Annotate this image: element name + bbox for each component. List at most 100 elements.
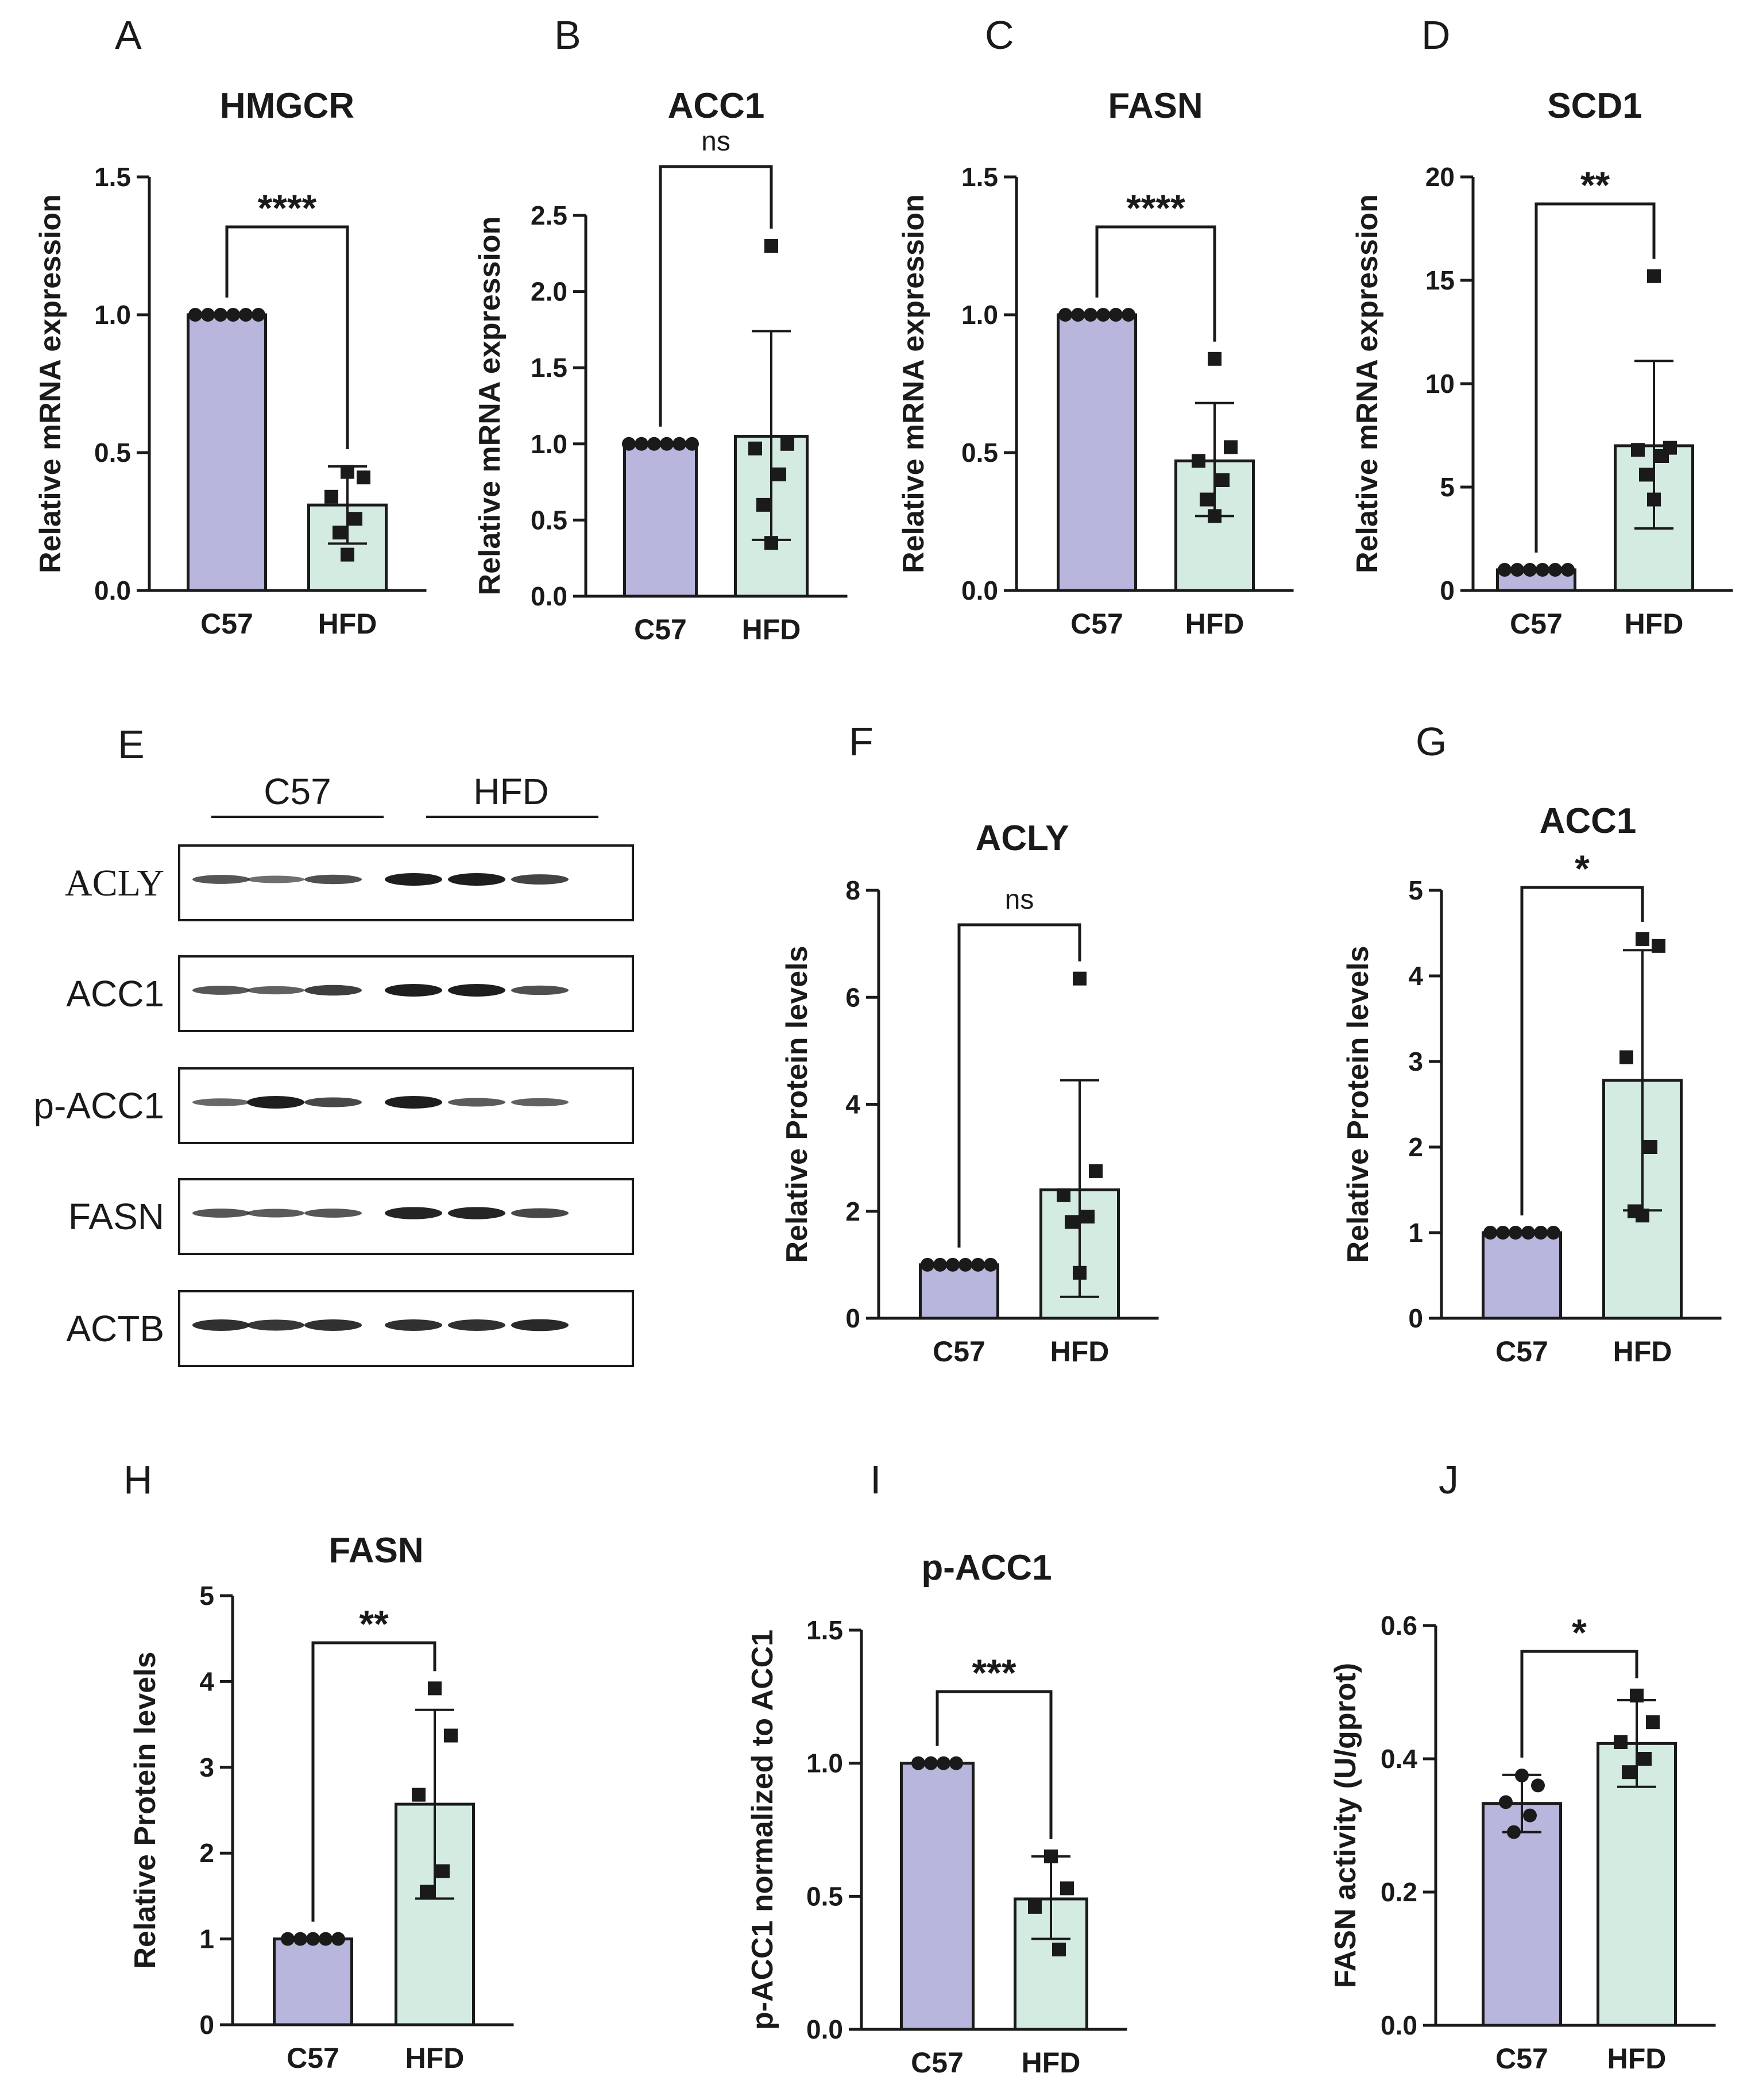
data-point-c57 — [1509, 1226, 1522, 1240]
data-point-c57 — [933, 1257, 947, 1272]
data-point-hfd — [341, 465, 354, 479]
chart-title: SCD1 — [1547, 86, 1642, 126]
data-point-c57 — [1071, 308, 1085, 322]
panel-b: B ACC1 0.0 0.5 1.0 1.5 2.0 2.5 Relative mRNA exp… — [473, 13, 848, 646]
data-point-hfd — [1647, 269, 1661, 283]
data-point-c57 — [1510, 563, 1524, 577]
significance-bracket — [311, 1641, 436, 1922]
y-tick-label: 4 — [1408, 961, 1423, 991]
data-point-c57 — [1109, 308, 1123, 322]
data-point-hfd — [756, 497, 770, 512]
data-point-hfd — [436, 1864, 450, 1878]
chart-title: ACC1 — [668, 86, 765, 126]
blot-band — [247, 1319, 304, 1331]
data-point-c57 — [1548, 563, 1562, 577]
data-point-c57 — [319, 1932, 333, 1946]
y-tick-label: 0.2 — [1381, 1877, 1417, 1907]
data-point-c57 — [1122, 308, 1135, 322]
y-tick-label: 10 — [1425, 369, 1455, 399]
blot-band — [247, 986, 304, 995]
y-tick-label: 0.5 — [806, 1881, 843, 1911]
blot-band — [385, 984, 442, 997]
significance-label: ns — [1005, 885, 1034, 915]
blot-band — [304, 874, 362, 885]
panel-c: C FASN 0.0 0.5 1.0 1.5 Relative mRNA expressio… — [897, 13, 1294, 640]
data-point-hfd — [1052, 1943, 1066, 1956]
blot-band — [511, 1319, 569, 1331]
blot-band — [385, 1096, 442, 1109]
data-point-hfd — [1639, 468, 1653, 482]
y-axis-label: Relative Protein levels — [1342, 945, 1375, 1263]
data-point-c57 — [1561, 563, 1575, 577]
y-axis-label: Relative mRNA expression — [897, 194, 930, 573]
y-tick-label: 0.0 — [531, 581, 567, 611]
blot-band — [192, 1209, 250, 1218]
data-point-c57 — [971, 1257, 985, 1272]
data-point-hfd — [1089, 1164, 1103, 1178]
x-tick-label: HFD — [1625, 608, 1684, 640]
data-point-c57 — [647, 437, 661, 451]
blot-group-label: HFD — [473, 771, 549, 812]
y-axis-label: Relative Protein levels — [129, 1651, 162, 1968]
data-point-hfd — [1192, 454, 1205, 468]
y-tick-label: 4 — [845, 1090, 860, 1120]
blot-row-acly: ACLY — [65, 844, 634, 921]
panel-h: H FASN 0 1 2 3 4 5 Relative Protein levels C57 HFD… — [123, 1457, 514, 2074]
y-tick-label: 1.5 — [806, 1615, 843, 1645]
y-tick-label: 1.0 — [531, 429, 567, 459]
chart-title: ACLY — [975, 819, 1069, 858]
y-tick-label: 2 — [845, 1196, 860, 1226]
blot-row-label: ACLY — [65, 862, 164, 904]
y-tick-label: 0.5 — [94, 438, 131, 468]
y-tick-label: 15 — [1425, 265, 1455, 295]
blot-row-p-acc1: p-ACC1 — [33, 1067, 634, 1144]
y-tick-label: 2 — [1408, 1132, 1423, 1162]
panel-letter: E — [118, 722, 145, 767]
data-point-hfd — [333, 526, 346, 540]
data-point-c57 — [635, 437, 648, 451]
blot-band — [192, 986, 250, 995]
blot-band — [511, 1208, 569, 1218]
blot-band — [192, 1319, 250, 1331]
y-tick-label: 5 — [199, 1581, 214, 1611]
panel-letter: D — [1421, 13, 1451, 57]
data-point-hfd — [1200, 492, 1213, 507]
data-point-hfd — [1060, 1881, 1074, 1896]
panel-letter: B — [554, 13, 581, 57]
data-point-c57 — [660, 437, 674, 451]
data-point-c57 — [949, 1756, 963, 1770]
data-point-c57 — [188, 308, 202, 322]
data-point-c57 — [1096, 308, 1110, 322]
data-point-c57 — [1536, 563, 1549, 577]
data-point-c57 — [1496, 1226, 1510, 1240]
blot-band — [247, 875, 304, 883]
data-point-c57 — [1507, 1825, 1521, 1839]
data-point-hfd — [1216, 473, 1230, 487]
data-point-c57 — [921, 1257, 934, 1272]
x-tick-label: HFD — [1050, 1335, 1110, 1368]
y-tick-label: 0 — [845, 1303, 860, 1333]
x-tick-label: C57 — [911, 2047, 964, 2079]
data-point-hfd — [1646, 1715, 1660, 1730]
blot-band — [448, 984, 505, 997]
significance-bracket — [1095, 225, 1216, 342]
data-point-c57 — [1483, 1226, 1497, 1240]
significance-label: *** — [972, 1651, 1016, 1694]
y-tick-label: 0.0 — [94, 576, 131, 605]
data-point-hfd — [357, 470, 370, 485]
bar-c57 — [273, 1937, 353, 2026]
data-point-c57 — [1531, 1778, 1545, 1793]
data-point-hfd — [1644, 1140, 1657, 1154]
y-tick-label: 0.5 — [961, 438, 998, 468]
data-point-c57 — [1084, 308, 1097, 322]
data-point-hfd — [1057, 1188, 1070, 1202]
significance-label: * — [1575, 847, 1590, 890]
y-tick-label: 2.5 — [531, 200, 567, 230]
bar-c57 — [1482, 1231, 1562, 1320]
significance-label: **** — [258, 187, 317, 229]
y-tick-label: 0.6 — [1381, 1611, 1417, 1640]
blot-band — [448, 1207, 505, 1219]
blot-row-label: ACC1 — [66, 973, 164, 1014]
y-tick-label: 0.5 — [531, 505, 567, 535]
